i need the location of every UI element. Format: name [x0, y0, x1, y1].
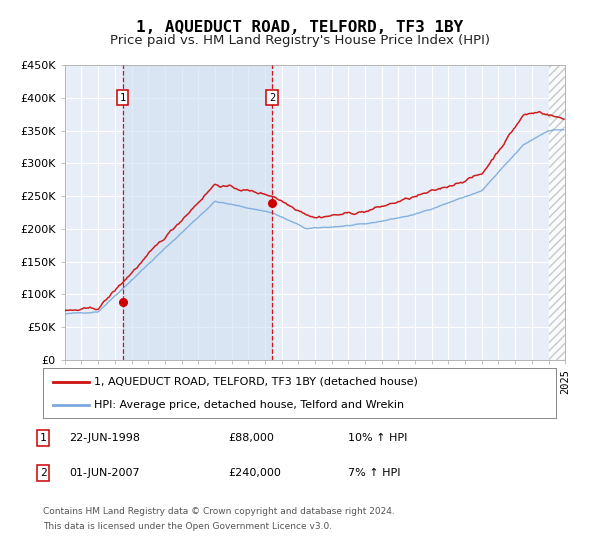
Text: This data is licensed under the Open Government Licence v3.0.: This data is licensed under the Open Gov…: [43, 522, 332, 531]
Text: 7% ↑ HPI: 7% ↑ HPI: [348, 468, 401, 478]
Text: 22-JUN-1998: 22-JUN-1998: [69, 433, 140, 443]
Text: 1, AQUEDUCT ROAD, TELFORD, TF3 1BY (detached house): 1, AQUEDUCT ROAD, TELFORD, TF3 1BY (deta…: [94, 376, 418, 386]
Text: 2: 2: [269, 93, 275, 102]
Text: 1, AQUEDUCT ROAD, TELFORD, TF3 1BY: 1, AQUEDUCT ROAD, TELFORD, TF3 1BY: [136, 20, 464, 35]
Text: 10% ↑ HPI: 10% ↑ HPI: [348, 433, 407, 443]
Text: £88,000: £88,000: [228, 433, 274, 443]
Text: Contains HM Land Registry data © Crown copyright and database right 2024.: Contains HM Land Registry data © Crown c…: [43, 507, 395, 516]
Text: Price paid vs. HM Land Registry's House Price Index (HPI): Price paid vs. HM Land Registry's House …: [110, 34, 490, 46]
Text: HPI: Average price, detached house, Telford and Wrekin: HPI: Average price, detached house, Telf…: [94, 400, 404, 410]
Text: 1: 1: [119, 93, 126, 102]
Text: £240,000: £240,000: [228, 468, 281, 478]
Text: 1: 1: [40, 433, 47, 443]
Bar: [122, 65, 272, 360]
Text: 01-JUN-2007: 01-JUN-2007: [69, 468, 140, 478]
Text: 2: 2: [40, 468, 47, 478]
